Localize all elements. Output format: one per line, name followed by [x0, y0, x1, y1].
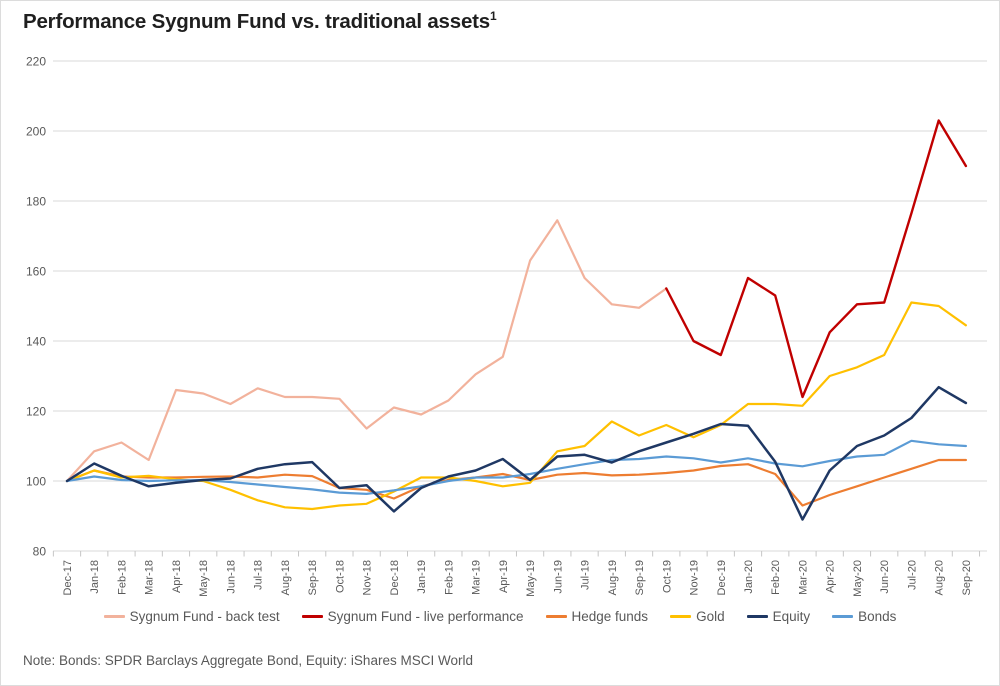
x-axis-labels: Dec-17 Jan-18 Feb-18 Mar-18 Apr-18 May-18 Jun-… — [62, 560, 973, 597]
legend-label-bonds: Bonds — [858, 609, 897, 624]
svg-text:Jun-19: Jun-19 — [552, 560, 564, 594]
svg-text:Apr-18: Apr-18 — [171, 560, 183, 593]
svg-text:Sep-19: Sep-19 — [634, 560, 646, 595]
legend-item-gold: Gold — [670, 609, 725, 624]
legend-item-sygnum-fund-back-test: Sygnum Fund - back test — [103, 609, 280, 624]
series-line-hedge-funds — [65, 458, 968, 507]
svg-text:May-18: May-18 — [198, 560, 210, 597]
svg-text:Dec-17: Dec-17 — [62, 560, 74, 595]
svg-text:180: 180 — [26, 195, 46, 209]
svg-text:Jul-19: Jul-19 — [580, 560, 592, 590]
svg-text:Oct-18: Oct-18 — [334, 560, 346, 593]
svg-text:Nov-19: Nov-19 — [689, 560, 701, 595]
y-axis-labels: 80 100 120 140 160 180 200 220 — [26, 55, 46, 559]
svg-text:Apr-20: Apr-20 — [825, 560, 837, 593]
svg-text:220: 220 — [26, 55, 46, 69]
legend-item-bonds: Bonds — [832, 609, 896, 624]
legend-swatch-sygnum-fund-live-performance — [301, 615, 323, 618]
svg-text:Jan-20: Jan-20 — [743, 560, 755, 594]
svg-text:Oct-19: Oct-19 — [661, 560, 673, 593]
svg-text:Aug-20: Aug-20 — [934, 560, 946, 595]
svg-text:80: 80 — [33, 545, 47, 559]
svg-text:May-20: May-20 — [852, 560, 864, 597]
svg-text:160: 160 — [26, 265, 46, 279]
svg-text:Mar-18: Mar-18 — [144, 560, 156, 595]
svg-text:Jan-18: Jan-18 — [89, 560, 101, 594]
legend: Sygnum Fund - back test Sygnum Fund - liv… — [1, 609, 999, 624]
title-footnote-marker: 1 — [490, 9, 497, 23]
svg-text:Nov-18: Nov-18 — [362, 560, 374, 595]
legend-label-gold: Gold — [696, 609, 725, 624]
legend-swatch-sygnum-fund-back-test — [103, 615, 125, 618]
page-title: Performance Sygnum Fund vs. traditional … — [23, 9, 497, 34]
svg-text:Jun-20: Jun-20 — [879, 560, 891, 594]
svg-text:Aug-19: Aug-19 — [607, 560, 619, 595]
svg-text:Feb-20: Feb-20 — [770, 560, 782, 595]
title-text: Performance Sygnum Fund vs. traditional … — [23, 9, 490, 33]
series-line-sygnum-fund-back-test — [65, 219, 668, 483]
svg-text:Jul-18: Jul-18 — [253, 560, 265, 590]
svg-text:Feb-18: Feb-18 — [116, 560, 128, 595]
svg-text:100: 100 — [26, 475, 46, 489]
legend-item-sygnum-fund-live-performance: Sygnum Fund - live performance — [301, 609, 524, 624]
svg-text:200: 200 — [26, 125, 46, 139]
series-lines — [65, 119, 968, 521]
legend-item-hedge-funds: Hedge funds — [545, 609, 649, 624]
legend-swatch-hedge-funds — [545, 615, 567, 618]
svg-text:140: 140 — [26, 335, 46, 349]
legend-label-sygnum-fund-live-performance: Sygnum Fund - live performance — [327, 609, 524, 624]
legend-label-sygnum-fund-back-test: Sygnum Fund - back test — [129, 609, 280, 624]
x-axis-ticks — [52, 551, 981, 557]
legend-swatch-bonds — [832, 615, 854, 618]
footnote: Note: Bonds: SPDR Barclays Aggregate Bon… — [23, 653, 473, 668]
legend-label-hedge-funds: Hedge funds — [571, 609, 649, 624]
svg-text:Apr-19: Apr-19 — [498, 560, 510, 593]
svg-text:Sep-20: Sep-20 — [961, 560, 973, 595]
svg-text:Jul-20: Jul-20 — [906, 560, 918, 590]
svg-text:120: 120 — [26, 405, 46, 419]
series-line-bonds — [65, 439, 968, 495]
line-chart: 80 100 120 140 160 180 200 220 Dec-17 Jan-18 Feb-… — [26, 55, 987, 597]
svg-text:Dec-19: Dec-19 — [716, 560, 728, 595]
svg-text:May-19: May-19 — [525, 560, 537, 597]
svg-text:Mar-20: Mar-20 — [797, 560, 809, 595]
legend-swatch-equity — [746, 615, 768, 618]
svg-text:Dec-18: Dec-18 — [389, 560, 401, 595]
legend-swatch-gold — [670, 615, 692, 618]
svg-text:Aug-18: Aug-18 — [280, 560, 292, 595]
svg-text:Jun-18: Jun-18 — [225, 560, 237, 594]
svg-text:Sep-18: Sep-18 — [307, 560, 319, 595]
legend-item-equity: Equity — [746, 609, 811, 624]
legend-label-equity: Equity — [772, 609, 811, 624]
series-line-sygnum-fund-live-performance — [665, 119, 968, 399]
svg-text:Jan-19: Jan-19 — [416, 560, 428, 594]
series-line-equity — [65, 385, 968, 521]
svg-text:Mar-19: Mar-19 — [471, 560, 483, 595]
svg-text:Feb-19: Feb-19 — [443, 560, 455, 595]
series-line-gold — [65, 301, 968, 511]
